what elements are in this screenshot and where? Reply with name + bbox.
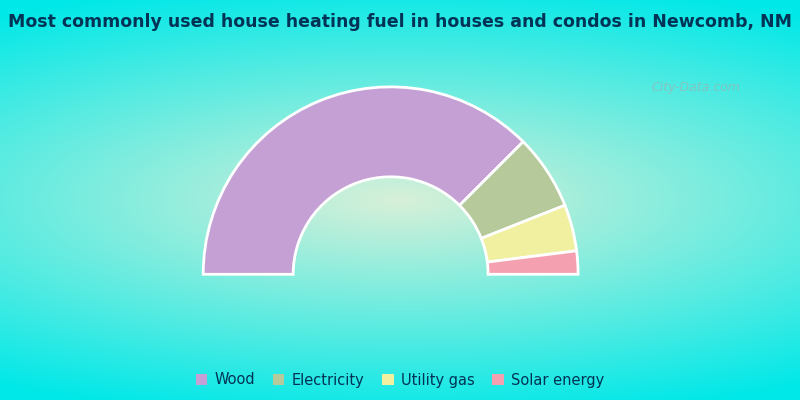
Wedge shape (203, 87, 523, 274)
Text: City-Data.com: City-Data.com (651, 82, 741, 94)
Legend: Wood, Electricity, Utility gas, Solar energy: Wood, Electricity, Utility gas, Solar en… (196, 372, 604, 388)
Text: Most commonly used house heating fuel in houses and condos in Newcomb, NM: Most commonly used house heating fuel in… (8, 13, 792, 31)
Wedge shape (487, 251, 578, 274)
Wedge shape (482, 205, 577, 262)
Wedge shape (459, 142, 565, 238)
